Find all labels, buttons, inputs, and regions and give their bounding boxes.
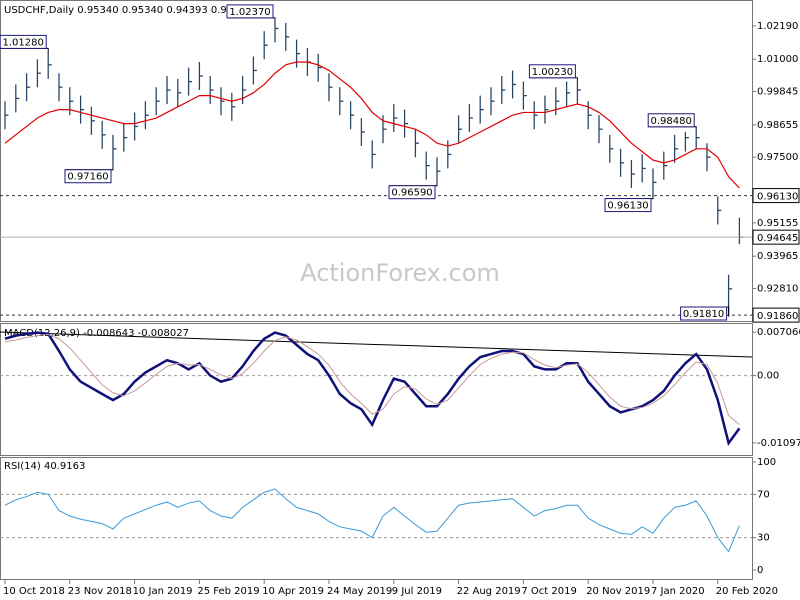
x-tick-label: 7 Oct 2019 (521, 586, 576, 597)
price-panel (0, 0, 753, 322)
y-tick-label: 0.00 (757, 371, 779, 382)
macd-title: MACD(12,26,9) -0.008643 -0.008027 (4, 328, 189, 339)
y-tick-label: 0.98655 (757, 120, 798, 131)
x-tick-label: 7 Jan 2020 (651, 586, 705, 597)
plot-area (4, 331, 741, 446)
annotation-box (226, 4, 274, 19)
annotation-label: 1.02370 (229, 7, 270, 18)
annotation-label: 0.96130 (607, 201, 648, 212)
price-line-box (752, 229, 800, 245)
x-tick-label: 22 Aug 2019 (457, 586, 521, 597)
y-tick-label: 1.02190 (757, 21, 798, 32)
price-line-box (752, 307, 800, 323)
y-tick-label: 0.99845 (757, 87, 798, 98)
x-tick-label: 24 May 2019 (327, 586, 392, 597)
price-line-label: 0.91860 (757, 311, 798, 322)
annotation-box (0, 34, 47, 49)
x-tick-label: 20 Feb 2020 (716, 586, 778, 597)
macd-panel (0, 323, 753, 456)
x-tick-label: 10 Oct 2018 (3, 586, 65, 597)
y-tick-label: -0.010975 (757, 438, 800, 449)
y-tick-label: 0.95155 (757, 218, 798, 229)
annotation-box (528, 64, 576, 79)
y-tick-label: 0.92810 (757, 284, 798, 295)
chart-title: USDCHF,Daily 0.95340 0.95340 0.94393 0.9… (4, 5, 252, 16)
plot-area (4, 488, 740, 553)
y-tick-label: 30 (757, 533, 770, 544)
plot-area (4, 20, 743, 317)
x-tick-label: 20 Nov 2019 (586, 586, 650, 597)
annotation-box (680, 306, 728, 321)
annotation-label: 0.97160 (67, 172, 108, 183)
y-tick-label: 1.01000 (757, 54, 798, 65)
moving-average (4, 61, 740, 189)
y-tick-label: 70 (757, 489, 770, 500)
annotation-box (647, 113, 695, 128)
annotation-label: 0.91810 (683, 309, 724, 320)
annotation-label: 0.98480 (651, 116, 692, 127)
macd-trendline (0, 331, 753, 358)
rsi-panel (0, 457, 753, 580)
annotation-label: 1.01280 (3, 37, 44, 48)
x-tick-label: 9 Jul 2019 (392, 586, 442, 597)
y-tick-label: 0.97500 (757, 152, 798, 163)
price-line-label: 0.94645 (757, 233, 798, 244)
annotation-box (604, 198, 652, 213)
indicator-line (4, 333, 740, 426)
x-tick-label: 10 Apr 2019 (262, 586, 324, 597)
y-tick-label: 100 (757, 457, 776, 468)
annotation-box (388, 185, 436, 200)
rsi-title: RSI(14) 40.9163 (4, 461, 85, 472)
x-tick-label: 10 Jan 2019 (133, 586, 193, 597)
watermark: ActionForex.com (300, 259, 500, 287)
indicator-line (4, 331, 741, 446)
y-tick-label: 0.93965 (757, 251, 798, 262)
annotation-label: 0.96590 (391, 188, 432, 199)
annotation-label: 1.00230 (532, 67, 573, 78)
y-tick-label: 0.007066 (757, 327, 800, 338)
x-tick-label: 25 Feb 2019 (197, 586, 259, 597)
annotation-box (64, 169, 112, 184)
x-tick-label: 23 Nov 2018 (68, 586, 132, 597)
y-tick-label: 0 (757, 565, 763, 576)
indicator-line (4, 488, 740, 553)
price-line-label: 0.96130 (757, 192, 798, 203)
price-line-box (752, 188, 800, 204)
